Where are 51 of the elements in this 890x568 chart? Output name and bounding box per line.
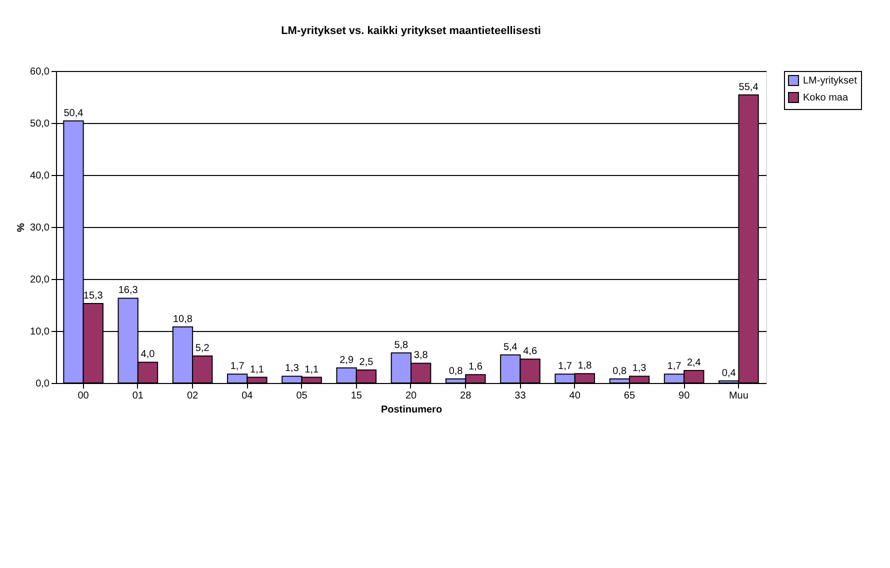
data-label: 1,1 bbox=[304, 364, 319, 376]
legend-label: Koko maa bbox=[803, 92, 848, 104]
data-label: 5,4 bbox=[503, 342, 518, 353]
y-tick-label: 30,0 bbox=[30, 222, 50, 234]
y-tick-label: 0,0 bbox=[36, 378, 50, 390]
y-tick-label: 60,0 bbox=[30, 66, 50, 78]
data-label: 5,8 bbox=[394, 340, 409, 351]
x-tick-label: 20 bbox=[405, 390, 417, 402]
data-label: 1,6 bbox=[468, 362, 483, 373]
data-label: 3,8 bbox=[414, 350, 428, 362]
data-label: 0,4 bbox=[722, 368, 736, 379]
data-label: 1,7 bbox=[558, 361, 572, 372]
data-label: 1,3 bbox=[284, 363, 300, 374]
data-label: 1,7 bbox=[667, 361, 682, 372]
x-tick-label: 00 bbox=[78, 390, 90, 402]
data-label: 0,8 bbox=[448, 366, 464, 377]
data-label: 2,5 bbox=[359, 357, 374, 368]
y-tick-label: 50,0 bbox=[30, 118, 50, 130]
data-label: 10,8 bbox=[172, 314, 193, 325]
data-label: 55,4 bbox=[738, 82, 759, 93]
x-tick-label: 33 bbox=[514, 390, 526, 402]
y-tick-label: 20,0 bbox=[30, 274, 50, 286]
data-label: 1,3 bbox=[632, 363, 647, 374]
data-label: 5,2 bbox=[195, 342, 210, 354]
x-tick-label: 90 bbox=[678, 390, 690, 402]
data-label: 1,1 bbox=[250, 364, 264, 376]
data-label: 4,6 bbox=[523, 346, 538, 358]
y-tick-label: 10,0 bbox=[30, 326, 50, 338]
data-label: 1,7 bbox=[230, 361, 245, 372]
data-label: 2,9 bbox=[340, 354, 354, 366]
data-label: 16,3 bbox=[118, 285, 138, 296]
y-tick-label: 40,0 bbox=[30, 170, 50, 182]
data-label: 4,0 bbox=[140, 349, 156, 360]
x-axis-title: Postinumero bbox=[380, 404, 442, 416]
x-tick-label: 15 bbox=[350, 390, 362, 402]
x-tick-label: 65 bbox=[624, 390, 636, 402]
y-axis-title: % bbox=[16, 222, 28, 232]
chart-title: LM-yritykset vs. kaikki yritykset maantieteellisesti bbox=[281, 25, 541, 37]
legend-label: LM-yritykset bbox=[803, 76, 858, 86]
data-label: 15,3 bbox=[83, 290, 104, 302]
x-tick-label: 02 bbox=[186, 390, 199, 402]
data-label: 0,8 bbox=[612, 366, 628, 377]
x-tick-label: 01 bbox=[132, 390, 144, 402]
x-tick-label: 28 bbox=[460, 390, 472, 402]
data-label: 50,4 bbox=[64, 108, 84, 119]
x-tick-label: Muu bbox=[728, 390, 748, 402]
x-tick-label: 40 bbox=[569, 390, 581, 402]
data-label: 1,8 bbox=[578, 360, 592, 372]
x-tick-label: 05 bbox=[296, 390, 308, 402]
x-tick-label: 04 bbox=[242, 390, 254, 402]
data-label: 2,4 bbox=[686, 358, 702, 369]
